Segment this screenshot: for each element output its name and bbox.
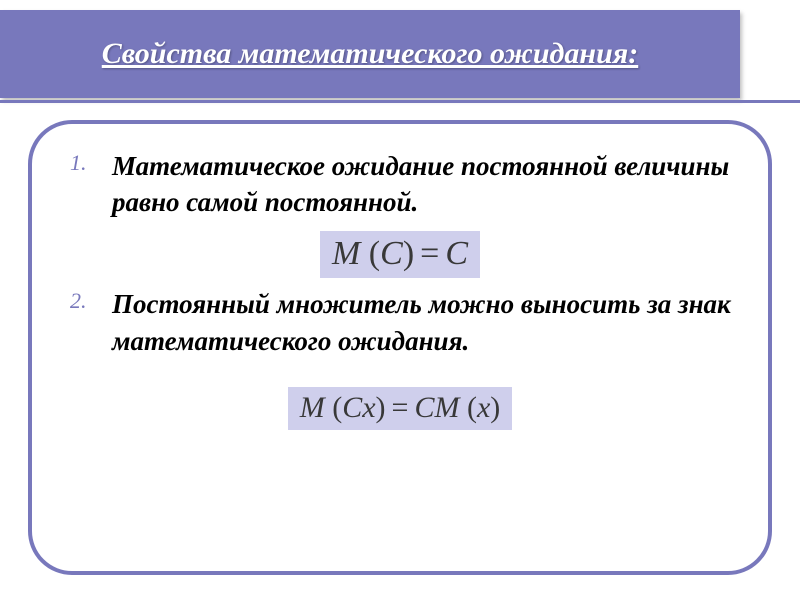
formula: M (C)=C: [320, 231, 480, 278]
list-item: Постоянный множитель можно выносить за з…: [62, 286, 738, 359]
formula-wrap: M (Cx)=CM (x): [62, 387, 738, 430]
content-frame: Математическое ожидание постоянной велич…: [28, 120, 772, 575]
properties-list: Математическое ожидание постоянной велич…: [62, 148, 738, 430]
item-text: Постоянный множитель можно выносить за з…: [112, 286, 738, 359]
header-underline: [0, 100, 800, 103]
slide-title: Свойства математического ожидания:: [102, 35, 638, 73]
header-bar: Свойства математического ожидания:: [0, 10, 740, 98]
slide: Свойства математического ожидания: Матем…: [0, 0, 800, 600]
item-text: Математическое ожидание постоянной велич…: [112, 148, 738, 221]
formula: M (Cx)=CM (x): [288, 387, 513, 430]
list-item: Математическое ожидание постоянной велич…: [62, 148, 738, 221]
formula-wrap: M (C)=C: [62, 231, 738, 278]
